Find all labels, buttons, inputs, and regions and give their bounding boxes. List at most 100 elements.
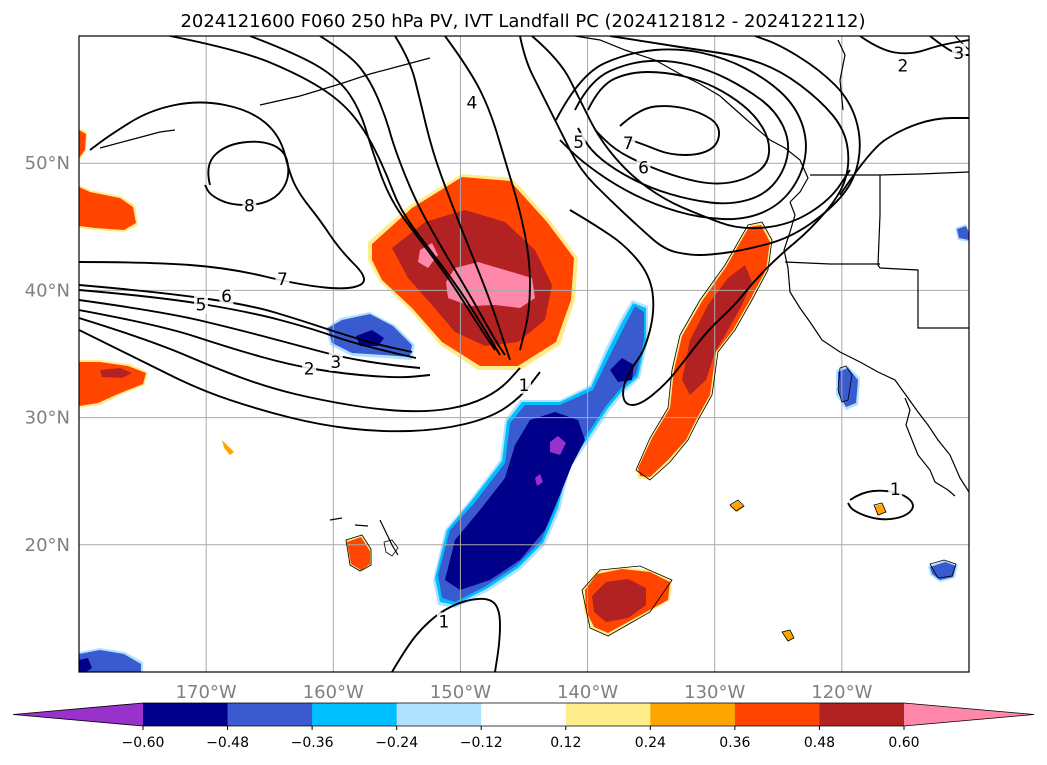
contour-label: 1 (519, 376, 530, 396)
pc-shade-region (446, 262, 535, 308)
contour-label-bg (517, 375, 531, 394)
colorbar: −0.60 −0.48 −0.36 −0.24 −0.12 0.12 0.24 0.36 0.4… (12, 702, 1035, 751)
contour-label-bg (888, 480, 903, 499)
pv-contour (79, 284, 413, 353)
contour-label: 2 (304, 359, 315, 379)
pc-shade-region (957, 226, 969, 240)
latitude-tick-label: 30°N (25, 408, 70, 429)
pv-contour (391, 597, 501, 672)
map-frame (78, 35, 970, 673)
pc-shade-region (100, 368, 132, 378)
contour-label-bg (621, 134, 636, 153)
longitude-tick-label: 130°W (684, 682, 745, 703)
pc-shade-region (592, 579, 646, 622)
colorbar-box (143, 703, 229, 726)
latitude-labels: 20°N 30°N 40°N 50°N (25, 153, 70, 556)
colorbar-tick-label: 0.48 (804, 735, 835, 751)
colorbar-box (734, 703, 820, 726)
longitude-tick-label: 160°W (303, 682, 364, 703)
contour-label: 5 (196, 296, 207, 316)
coastline (329, 517, 343, 521)
contour-label-bg (328, 352, 343, 371)
pc-shade-region (356, 330, 384, 346)
colorbar-box (396, 703, 482, 726)
pc-shade-region (535, 474, 543, 486)
island-outline (781, 629, 795, 642)
pv-contour (839, 117, 969, 196)
contour-label-bg (951, 43, 966, 62)
contour-label-bg (464, 93, 479, 112)
contour-label: 7 (277, 270, 288, 290)
coastline (837, 39, 846, 111)
contour-label: 1 (890, 480, 901, 500)
pc-shade-region (682, 265, 752, 395)
colorbar-box (819, 703, 905, 726)
latitude-tick-label: 50°N (25, 153, 70, 174)
island-outline (581, 565, 673, 637)
latitude-tick-label: 40°N (25, 280, 70, 301)
contour-label: 2 (897, 57, 908, 77)
pc-shade-region (445, 412, 585, 590)
pv-contour (79, 309, 431, 379)
island-outline (635, 221, 773, 481)
pv-contour (444, 36, 531, 351)
contour-label: 3 (330, 353, 341, 373)
pv-contour (587, 71, 771, 185)
colorbar-tick-label: −0.48 (206, 735, 249, 751)
colorbar-tick-label: −0.24 (375, 735, 418, 751)
pv-contour (79, 329, 541, 433)
colorbar-box (481, 703, 567, 726)
contour-label-bg (194, 295, 209, 314)
coastline (904, 397, 956, 497)
colorbar-tick-label: 0.60 (888, 735, 919, 751)
pv-contour (79, 101, 365, 290)
island-outline (383, 539, 399, 557)
contour-label-bg (219, 286, 234, 305)
coastline (379, 519, 399, 556)
colorbar-tick-label: −0.60 (122, 735, 165, 751)
colorbar-tick-label: 0.24 (635, 735, 666, 751)
colorbar-tick-label: 0.36 (719, 735, 750, 751)
colorbar-box (565, 703, 651, 726)
longitude-tick-label: 170°W (176, 682, 237, 703)
contour-label-bg (571, 132, 586, 151)
graticule (79, 36, 969, 672)
contour-label: 6 (638, 158, 649, 178)
colorbar-tick-label: −0.36 (291, 735, 334, 751)
contour-label-bg (436, 612, 451, 631)
pc-shade-region (79, 187, 136, 230)
latitude-tick-label: 20°N (25, 535, 70, 556)
colorbar-tick-label: 0.12 (550, 735, 581, 751)
contour-label: 8 (244, 196, 255, 216)
contour-label-bg (636, 158, 651, 177)
pv-contour (79, 299, 421, 369)
island-outline (729, 499, 745, 512)
island-outline (873, 502, 887, 516)
pc-shade-region (418, 243, 438, 268)
pv-contour (569, 36, 850, 406)
colorbar-box (227, 703, 313, 726)
pc-shade-region (838, 368, 858, 407)
pv-contour (79, 289, 417, 359)
colorbar-tick-label: −0.12 (460, 735, 503, 751)
pv-contour (249, 36, 496, 351)
contour-label: 4 (466, 93, 477, 113)
coastline (99, 129, 176, 149)
coastline (783, 201, 969, 493)
colorbar-extend-min (13, 703, 143, 726)
pv-contour (555, 48, 807, 221)
longitude-tick-label: 150°W (430, 682, 491, 703)
pv-contour (619, 105, 721, 156)
colorbar-box (312, 703, 398, 726)
coastline (354, 524, 369, 527)
pc-shade-region (550, 436, 566, 455)
longitude-labels: 170°W 160°W 150°W 140°W 130°W 120°W (176, 682, 873, 703)
pv-contour (319, 36, 506, 356)
pv-contour (169, 36, 501, 356)
pv-contour (204, 140, 290, 206)
pv-contour (531, 36, 851, 230)
island-outline (345, 534, 372, 572)
pc-shade-region (222, 440, 234, 455)
